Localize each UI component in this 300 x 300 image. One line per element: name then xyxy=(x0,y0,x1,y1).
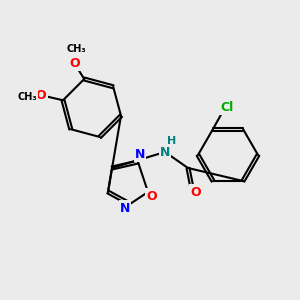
Text: CH₃: CH₃ xyxy=(17,92,37,102)
Text: O: O xyxy=(147,190,157,202)
Text: N: N xyxy=(160,146,170,158)
Text: N: N xyxy=(120,202,130,214)
Text: H: H xyxy=(167,136,177,146)
Text: CH₃: CH₃ xyxy=(66,44,86,54)
Text: Cl: Cl xyxy=(220,100,234,113)
Text: N: N xyxy=(135,148,145,160)
Text: O: O xyxy=(36,89,46,102)
Text: O: O xyxy=(191,185,201,199)
Text: O: O xyxy=(69,56,80,70)
